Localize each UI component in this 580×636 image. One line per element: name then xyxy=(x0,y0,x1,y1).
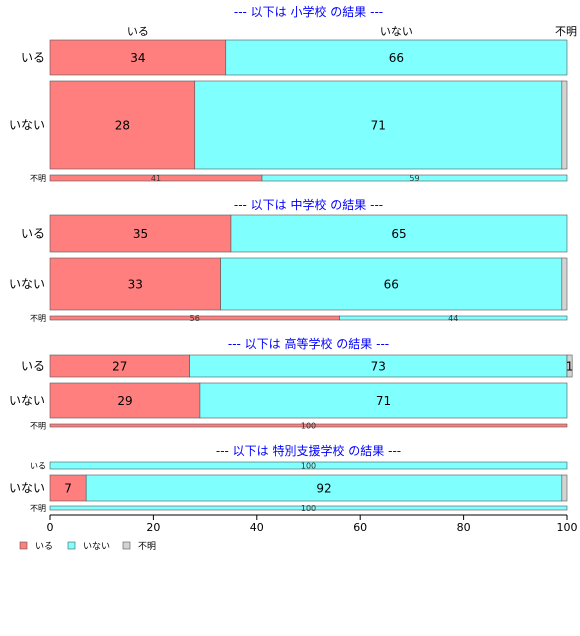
row-label: いる xyxy=(21,227,45,241)
x-tick-label: 80 xyxy=(457,521,471,534)
bar-segment xyxy=(561,474,568,502)
panel-title: --- 以下は 特別支援学校 の結果 --- xyxy=(216,443,401,458)
x-tick-label: 40 xyxy=(250,521,264,534)
row-label: いる xyxy=(30,462,46,471)
bar-segment xyxy=(261,174,568,182)
row-label: 不明 xyxy=(30,314,46,323)
legend-swatch xyxy=(19,541,28,550)
data-label: 71 xyxy=(371,119,386,133)
data-label: 33 xyxy=(128,278,143,292)
bar-segment xyxy=(85,474,563,502)
legend-label: 不明 xyxy=(138,541,156,552)
legend-label: いる xyxy=(35,541,53,552)
data-label: 92 xyxy=(316,482,331,496)
panel-title: --- 以下は 小学校 の結果 --- xyxy=(234,4,383,19)
data-label: 100 xyxy=(301,462,316,471)
legend-swatch xyxy=(122,541,131,550)
data-label: 27 xyxy=(112,360,127,374)
bar-segment xyxy=(49,505,568,511)
data-label: 71 xyxy=(376,394,391,408)
data-label: 29 xyxy=(117,394,132,408)
data-label: 100 xyxy=(301,504,316,513)
bar-segment xyxy=(561,257,568,311)
legend-swatch xyxy=(67,541,76,550)
row-label: いない xyxy=(9,394,45,408)
bar-segment xyxy=(49,423,568,428)
data-label: 73 xyxy=(371,360,386,374)
data-label: 7 xyxy=(64,482,72,496)
bar-segment xyxy=(561,80,568,170)
x-tick-label: 20 xyxy=(146,521,160,534)
bar-segment xyxy=(230,214,568,253)
row-label: 不明 xyxy=(30,174,46,183)
legend-label: いない xyxy=(83,541,110,552)
row-label: いない xyxy=(9,481,45,495)
bar-segment xyxy=(199,382,568,419)
row-label: いる xyxy=(21,51,45,65)
panel-title: --- 以下は 中学校 の結果 --- xyxy=(234,197,383,212)
panel-title: --- 以下は 高等学校 の結果 --- xyxy=(228,336,389,351)
row-label: いない xyxy=(9,118,45,132)
data-label: 41 xyxy=(151,174,161,183)
bar-segment xyxy=(49,39,227,76)
data-label: 56 xyxy=(190,314,200,323)
row-label: 不明 xyxy=(30,422,46,431)
bar-segment xyxy=(566,354,573,378)
bar-segment xyxy=(49,382,201,419)
data-label: 28 xyxy=(115,119,130,133)
bar-segment xyxy=(339,315,568,321)
x-tick-label: 100 xyxy=(557,521,578,534)
column-label: いない xyxy=(380,25,413,38)
column-label: いる xyxy=(127,25,149,38)
data-label: 35 xyxy=(133,227,148,241)
bar-segment xyxy=(225,39,568,76)
data-label: 59 xyxy=(409,174,419,183)
bar-segment xyxy=(49,257,221,311)
row-label: いない xyxy=(9,277,45,291)
data-label: 44 xyxy=(448,314,458,323)
data-label: 100 xyxy=(301,422,316,431)
x-tick-label: 0 xyxy=(47,521,54,534)
bar-segment xyxy=(194,80,563,170)
column-label: 不明 xyxy=(555,25,577,38)
bar-segment xyxy=(49,474,87,502)
data-label: 66 xyxy=(389,51,404,65)
bar-segment xyxy=(220,257,563,311)
x-tick-label: 60 xyxy=(353,521,367,534)
row-label: いる xyxy=(21,359,45,373)
bar-segment xyxy=(49,80,196,170)
row-label: 不明 xyxy=(30,504,46,513)
bar-segment xyxy=(49,461,568,470)
data-label: 34 xyxy=(130,51,145,65)
data-label: 1 xyxy=(566,360,574,374)
data-label: 65 xyxy=(391,227,406,241)
bar-segment xyxy=(49,214,232,253)
data-label: 66 xyxy=(384,278,399,292)
